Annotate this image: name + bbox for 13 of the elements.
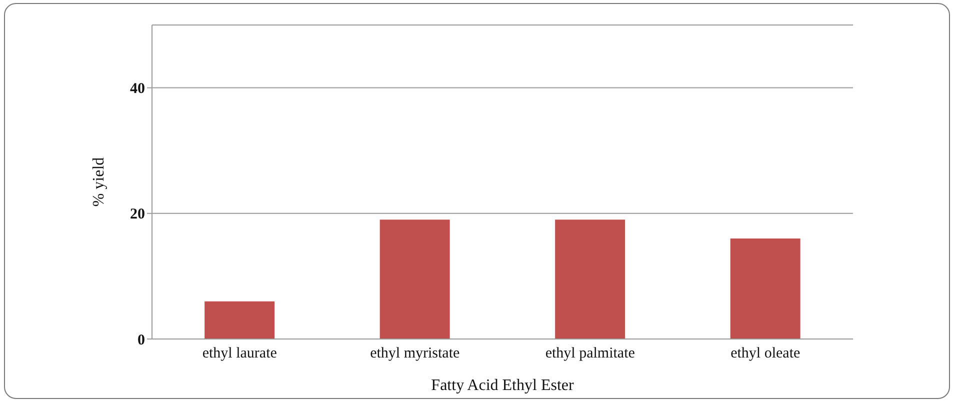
y-tick-label: 20	[130, 206, 145, 223]
y-tick-label: 0	[138, 332, 145, 348]
x-tick-label: ethyl myristate	[370, 346, 460, 362]
x-tick-label: ethyl laurate	[202, 346, 278, 362]
bar	[555, 220, 626, 339]
bar	[204, 301, 275, 339]
bar	[380, 220, 450, 339]
bar	[730, 238, 800, 339]
y-tick-label: 40	[130, 81, 145, 98]
x-tick-label: ethyl oleate	[730, 346, 800, 362]
x-tick-label: ethyl palmitate	[545, 346, 636, 362]
x-axis-title: Fatty Acid Ethyl Ester	[431, 377, 574, 394]
y-axis-title: % yield	[90, 157, 108, 207]
